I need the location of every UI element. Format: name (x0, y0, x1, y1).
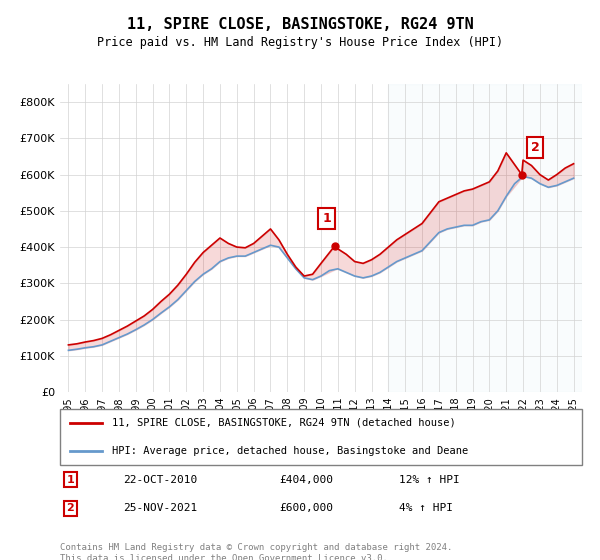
Bar (388, 84, 582, 392)
Text: 4% ↑ HPI: 4% ↑ HPI (400, 503, 454, 514)
Text: 22-OCT-2010: 22-OCT-2010 (122, 474, 197, 484)
Text: 1: 1 (322, 212, 331, 225)
FancyBboxPatch shape (60, 409, 582, 465)
Text: Contains HM Land Registry data © Crown copyright and database right 2024.
This d: Contains HM Land Registry data © Crown c… (60, 543, 452, 560)
Text: 1: 1 (67, 474, 74, 484)
Text: HPI: Average price, detached house, Basingstoke and Deane: HPI: Average price, detached house, Basi… (112, 446, 469, 456)
Text: 2: 2 (531, 141, 539, 154)
Text: 11, SPIRE CLOSE, BASINGSTOKE, RG24 9TN: 11, SPIRE CLOSE, BASINGSTOKE, RG24 9TN (127, 17, 473, 32)
Text: £404,000: £404,000 (279, 474, 333, 484)
Text: £600,000: £600,000 (279, 503, 333, 514)
Text: Price paid vs. HM Land Registry's House Price Index (HPI): Price paid vs. HM Land Registry's House … (97, 36, 503, 49)
Text: 12% ↑ HPI: 12% ↑ HPI (400, 474, 460, 484)
Text: 25-NOV-2021: 25-NOV-2021 (122, 503, 197, 514)
Text: 11, SPIRE CLOSE, BASINGSTOKE, RG24 9TN (detached house): 11, SPIRE CLOSE, BASINGSTOKE, RG24 9TN (… (112, 418, 456, 428)
Text: 2: 2 (67, 503, 74, 514)
